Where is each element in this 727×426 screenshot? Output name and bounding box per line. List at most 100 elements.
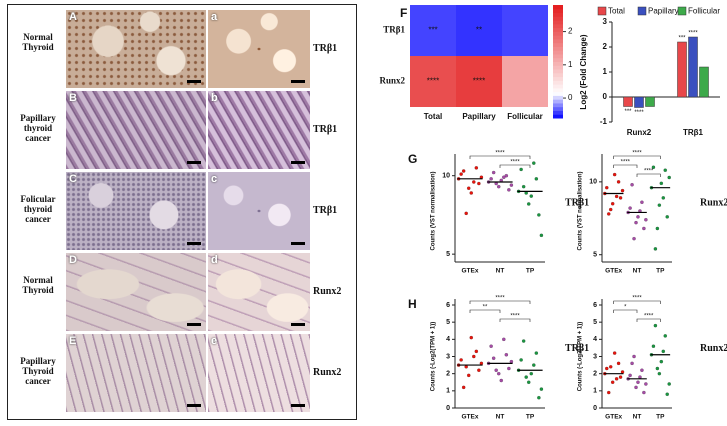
- bar: [645, 96, 655, 107]
- data-point: [472, 354, 476, 359]
- data-point: [642, 226, 646, 231]
- heatmap-cell: [410, 5, 456, 56]
- colorbar-step: [553, 65, 563, 70]
- data-point: [499, 378, 503, 383]
- heatmap-cell: [502, 5, 548, 56]
- significance-bracket: [499, 318, 531, 322]
- data-point: [537, 213, 541, 217]
- significance-label: ****: [510, 314, 520, 320]
- data-point: [464, 211, 468, 216]
- bar: [623, 96, 633, 107]
- legend-label: Total: [608, 7, 625, 16]
- significance-label: **: [483, 305, 488, 311]
- data-point: [605, 185, 609, 190]
- cell-annotation: **: [476, 26, 482, 35]
- data-point: [605, 366, 609, 371]
- data-point: [640, 200, 644, 204]
- significance-bracket: [636, 318, 661, 322]
- data-point: [636, 380, 640, 384]
- data-point: [657, 371, 662, 376]
- significance-bracket: [499, 164, 531, 168]
- y-axis-label: Counts (-Log2(TPM + 1)): [431, 322, 437, 392]
- y-tick-label: 3: [593, 353, 597, 360]
- significance-bracket: [613, 164, 638, 168]
- data-point: [469, 335, 473, 340]
- heatmap-cell: [502, 56, 548, 107]
- data-point: [618, 375, 623, 379]
- data-point: [502, 175, 506, 179]
- bar-annotation: ****: [634, 110, 644, 116]
- data-point: [636, 215, 640, 219]
- scale-bar: [187, 404, 201, 407]
- significance-label: ****: [644, 314, 654, 320]
- y-tick-label: -1: [600, 117, 608, 126]
- y-tick-label: 5: [446, 319, 450, 326]
- data-point: [477, 368, 481, 372]
- y-tick-label: 4: [446, 336, 450, 343]
- data-point: [610, 202, 615, 206]
- data-point: [519, 167, 523, 172]
- data-point: [620, 188, 625, 193]
- y-tick-label: 5: [446, 251, 450, 258]
- data-point: [655, 366, 660, 371]
- marker-label: Runx2: [313, 286, 342, 297]
- significance-bracket: [469, 155, 531, 159]
- panel-letter: d: [211, 254, 218, 266]
- histology-image: B: [66, 91, 206, 169]
- data-point: [524, 375, 528, 379]
- data-point: [521, 184, 526, 189]
- data-point: [459, 172, 463, 176]
- y-tick-label: 3: [603, 17, 608, 26]
- data-point: [663, 168, 667, 172]
- y-tick-label: 2: [446, 371, 450, 378]
- data-point: [628, 373, 632, 378]
- scale-bar: [291, 323, 305, 326]
- data-point: [477, 181, 481, 186]
- data-point: [507, 366, 511, 371]
- data-point: [497, 371, 501, 376]
- panel-letter: E: [69, 335, 77, 347]
- significance-label: ****: [621, 160, 631, 166]
- data-point: [667, 175, 671, 180]
- data-point: [614, 194, 619, 199]
- y-tick-label: 0: [603, 92, 608, 101]
- data-point: [642, 390, 646, 395]
- colorbar-step: [553, 57, 563, 62]
- colorbar-step: [553, 53, 563, 59]
- y-tick-label: 6: [446, 302, 450, 309]
- data-point: [534, 351, 539, 355]
- x-tick-label: TP: [526, 414, 535, 421]
- colorbar-tick-label: 0: [568, 93, 573, 102]
- data-point: [504, 353, 509, 357]
- x-tick-label: NT: [633, 268, 642, 275]
- data-point: [630, 183, 634, 187]
- gene-label: TRβ1: [565, 197, 589, 208]
- significance-bracket: [613, 309, 638, 313]
- data-point: [529, 194, 533, 198]
- colorbar-tick-label: 1: [568, 60, 573, 69]
- data-point: [489, 344, 493, 348]
- x-tick-label: TRβ1: [683, 128, 704, 137]
- data-point: [607, 390, 611, 395]
- panel-letter: B: [69, 92, 77, 104]
- heatmap-cell: [410, 56, 456, 107]
- legend-swatch: [677, 6, 687, 16]
- significance-bracket: [469, 309, 501, 313]
- data-point: [616, 180, 621, 184]
- panel-letter: A: [69, 11, 77, 23]
- bar: [699, 66, 709, 98]
- y-tick-label: 5: [593, 319, 597, 326]
- data-point: [529, 371, 533, 376]
- y-tick-label: 0: [593, 405, 597, 412]
- colorbar-step: [553, 20, 563, 25]
- data-point: [474, 166, 479, 170]
- data-point: [504, 173, 509, 178]
- colorbar-step: [553, 76, 563, 81]
- data-point: [527, 380, 531, 384]
- significance-label: *: [624, 305, 627, 311]
- y-axis-label: Log2 (Fold Change): [579, 34, 588, 109]
- colorbar-step: [553, 110, 563, 115]
- data-point: [494, 368, 498, 372]
- data-point: [632, 354, 636, 359]
